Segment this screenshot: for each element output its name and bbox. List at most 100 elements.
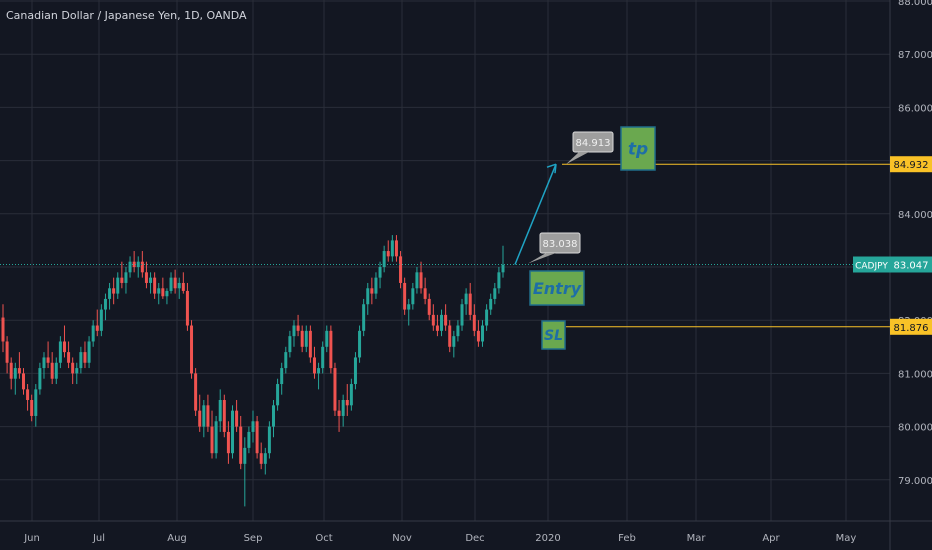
candle-body bbox=[251, 421, 255, 432]
candle-body bbox=[190, 325, 194, 374]
time-axis: Jun Jul Aug Sep Oct Nov Dec 2020 Feb Mar Apr May bbox=[23, 533, 856, 544]
candle-body bbox=[177, 282, 181, 289]
trade-arrow-head bbox=[546, 163, 557, 174]
candle-body bbox=[71, 362, 75, 374]
entry-callout-text: 83.038 bbox=[543, 239, 578, 250]
entry-label-text: Entry bbox=[533, 279, 582, 298]
candle-body bbox=[132, 261, 136, 267]
candle-body bbox=[239, 426, 243, 464]
y-tick-label: 80.000 bbox=[898, 423, 932, 434]
candle-body bbox=[419, 272, 423, 289]
candle-body bbox=[337, 410, 341, 416]
candle-body bbox=[366, 288, 370, 305]
x-tick-label: 2020 bbox=[535, 533, 560, 544]
last-price-tag-text: 83.047 bbox=[894, 260, 929, 271]
candle-body bbox=[403, 282, 407, 310]
candle-body bbox=[456, 325, 460, 337]
x-tick-label: Oct bbox=[315, 533, 332, 544]
candle-body bbox=[468, 293, 472, 315]
tp-callout-text: 84.913 bbox=[576, 138, 611, 149]
candle-body bbox=[497, 272, 501, 289]
x-tick-label: Jul bbox=[92, 533, 105, 544]
x-tick-label: Feb bbox=[618, 533, 636, 544]
candle-body bbox=[321, 346, 325, 369]
candle-body bbox=[226, 431, 230, 454]
candle-body bbox=[54, 362, 58, 379]
candle-body bbox=[58, 341, 62, 363]
candle-body bbox=[284, 352, 288, 369]
candle-body bbox=[267, 426, 271, 454]
candle-body bbox=[353, 357, 357, 385]
candle-body bbox=[116, 277, 120, 294]
sl-label-text: SL bbox=[544, 328, 563, 344]
candle-body bbox=[349, 384, 353, 406]
candle-body bbox=[38, 368, 42, 390]
candle-body bbox=[481, 325, 485, 342]
candle-body bbox=[460, 304, 464, 326]
tp-price-tag-bg bbox=[890, 156, 932, 173]
candle-body bbox=[263, 453, 267, 464]
candle-body bbox=[95, 325, 99, 331]
candle-body bbox=[67, 352, 71, 363]
candle-body bbox=[46, 357, 50, 363]
y-tick-label: 81.000 bbox=[898, 369, 932, 380]
symbol-tag: CADJPY bbox=[853, 256, 890, 273]
candle-body bbox=[62, 341, 66, 353]
sl-price-tag-text: 81.876 bbox=[894, 323, 929, 334]
candle-body bbox=[472, 314, 476, 331]
y-tick-label: 79.000 bbox=[898, 476, 932, 487]
candle-body bbox=[464, 293, 468, 305]
candle-body bbox=[415, 272, 419, 289]
candle-body bbox=[333, 368, 337, 411]
candle-body bbox=[255, 421, 259, 454]
candle-body bbox=[448, 325, 452, 347]
candle-body bbox=[243, 447, 247, 464]
tp-label-text: tp bbox=[628, 140, 648, 160]
candle-body bbox=[34, 389, 38, 416]
candle-body bbox=[21, 373, 25, 390]
candle-body bbox=[329, 330, 333, 369]
candle-body bbox=[17, 368, 21, 374]
candle-body bbox=[407, 304, 411, 310]
candle-body bbox=[280, 368, 284, 385]
tp-price-tag: 84.932 bbox=[890, 156, 932, 173]
x-tick-label: May bbox=[836, 533, 857, 544]
candle-body bbox=[476, 330, 480, 342]
x-tick-label: Dec bbox=[465, 533, 484, 544]
candle-body bbox=[312, 357, 316, 374]
x-tick-label: Jun bbox=[23, 533, 40, 544]
tp-label-box bbox=[620, 126, 656, 171]
y-tick-label: 87.000 bbox=[898, 50, 932, 61]
candle-body bbox=[296, 325, 300, 331]
candle-body bbox=[9, 362, 13, 379]
candle-body bbox=[26, 389, 30, 400]
candle-body bbox=[358, 330, 362, 358]
candle-body bbox=[317, 368, 321, 374]
candle-body bbox=[292, 325, 296, 337]
candle-body bbox=[374, 277, 378, 294]
candles bbox=[1, 235, 505, 507]
candle-body bbox=[103, 298, 107, 310]
candle-body bbox=[222, 400, 226, 432]
candle-body bbox=[431, 314, 435, 326]
candle-body bbox=[440, 314, 444, 331]
candle-body bbox=[493, 288, 497, 299]
trade-arrow bbox=[514, 163, 557, 265]
candle-body bbox=[276, 384, 280, 406]
entry-callout: 83.038 bbox=[528, 232, 581, 264]
candle-body bbox=[42, 357, 46, 369]
sl-label-box bbox=[541, 320, 566, 350]
tp-price-tag-text: 84.932 bbox=[894, 160, 929, 171]
candle-body bbox=[169, 277, 173, 291]
candle-body bbox=[161, 288, 165, 297]
candle-body bbox=[79, 352, 83, 369]
candle-body bbox=[399, 256, 403, 283]
candle-body bbox=[149, 277, 153, 283]
candle-body bbox=[108, 288, 112, 299]
tp-callout: 84.913 bbox=[566, 131, 614, 165]
x-tick-label: Aug bbox=[167, 533, 187, 544]
candle-body bbox=[30, 400, 34, 416]
candle-body bbox=[378, 267, 382, 278]
chart-title: Canadian Dollar / Japanese Yen, 1D, OAND… bbox=[6, 9, 247, 22]
